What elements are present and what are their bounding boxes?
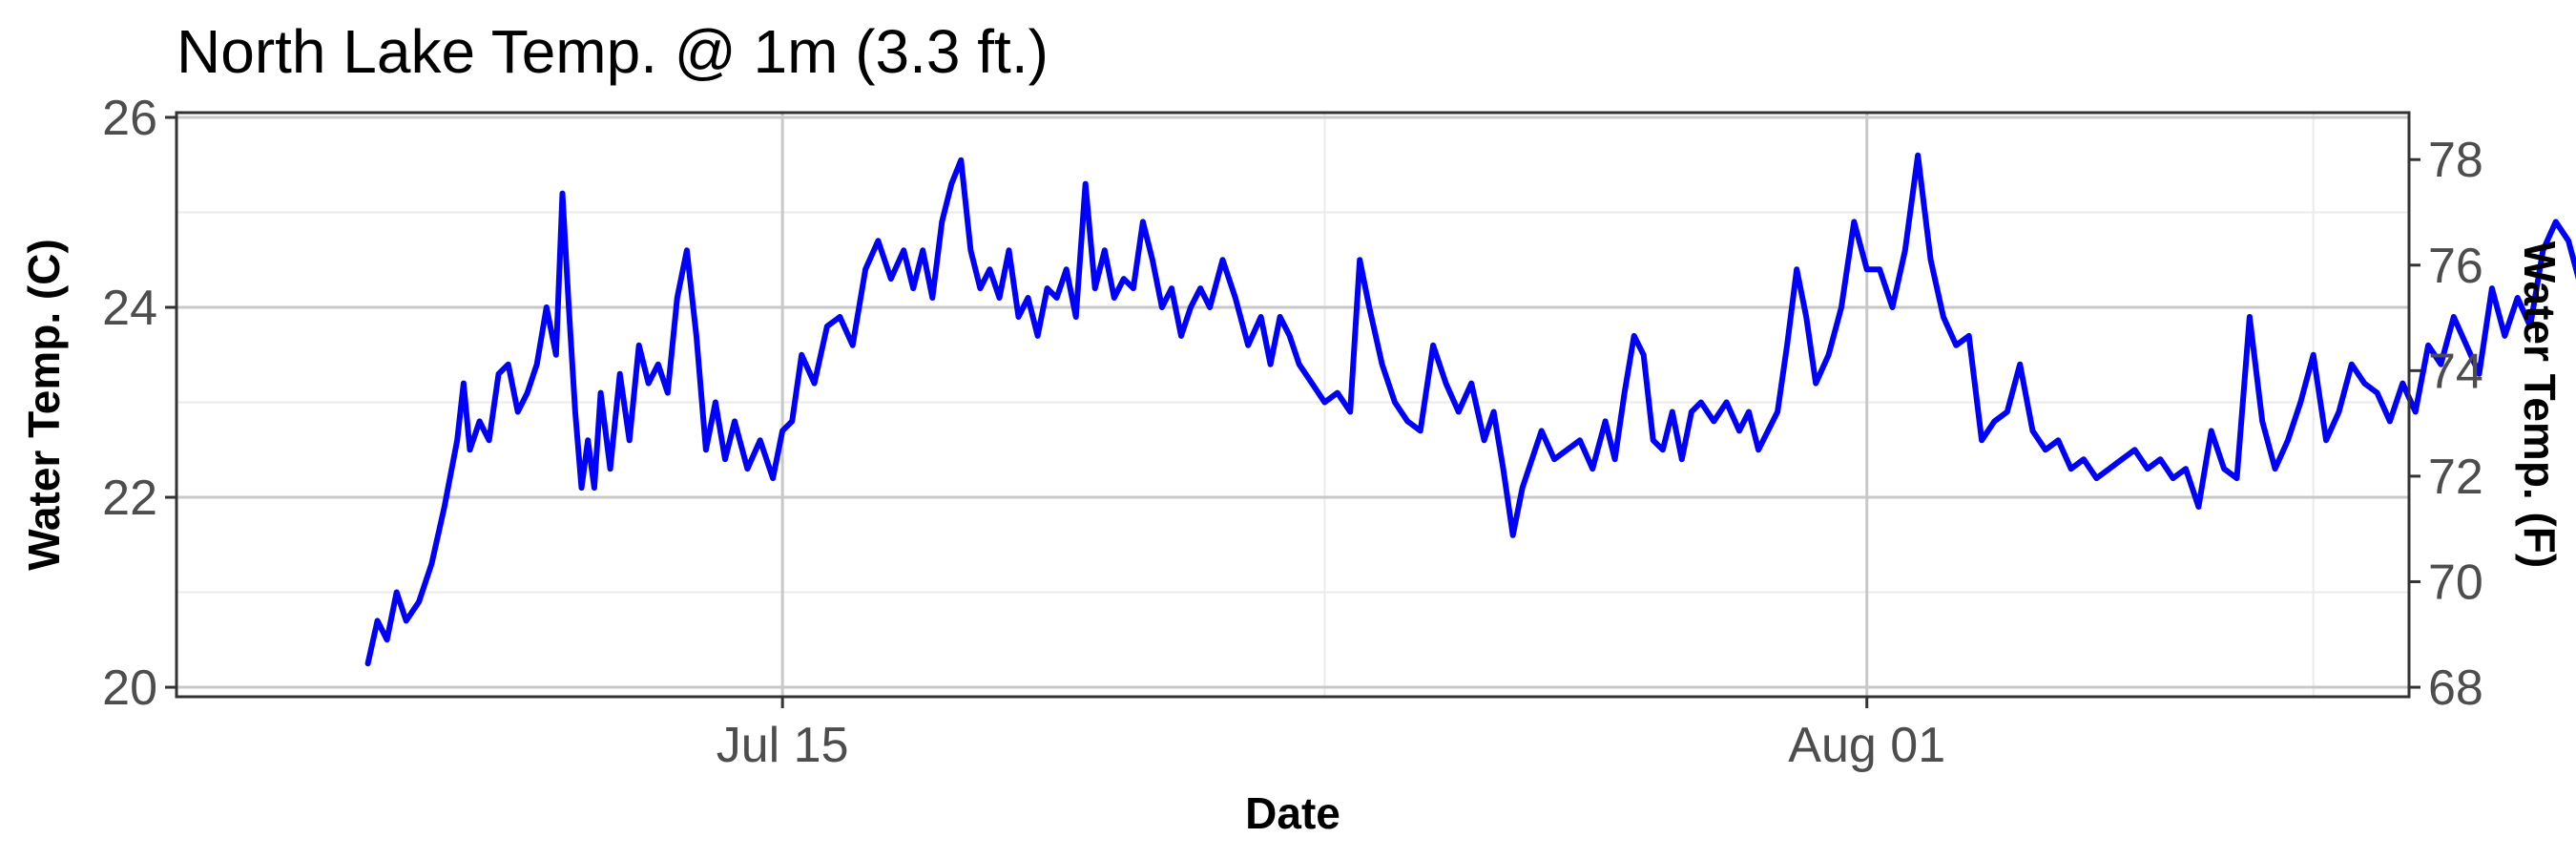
y-tick-label: 24 — [102, 281, 157, 336]
y-tick-label: 20 — [102, 660, 157, 716]
series-layer — [364, 152, 2576, 667]
y-tick-label: 22 — [102, 471, 157, 526]
y2-axis-title: Water Temp. (F) — [2515, 241, 2565, 568]
y-tick-label: 26 — [102, 91, 157, 146]
y2-tick-label: 74 — [2428, 344, 2483, 399]
x-tick-label: Aug 01 — [1788, 718, 1945, 773]
y2-tick-label: 68 — [2428, 660, 2483, 716]
plot-frame — [175, 111, 2411, 699]
y2-tick-label: 76 — [2428, 239, 2483, 294]
y-axis-title: Water Temp. (C) — [19, 239, 69, 571]
series-line-water-temp — [364, 152, 2576, 667]
chart-title: North Lake Temp. @ 1m (3.3 ft.) — [177, 17, 1049, 86]
x-axis-title: Date — [1245, 788, 1340, 838]
grid — [177, 113, 2409, 697]
y2-tick-label: 72 — [2428, 450, 2483, 505]
y2-tick-label: 78 — [2428, 133, 2483, 188]
x-tick-label: Jul 15 — [717, 718, 849, 773]
y2-tick-label: 70 — [2428, 555, 2483, 610]
